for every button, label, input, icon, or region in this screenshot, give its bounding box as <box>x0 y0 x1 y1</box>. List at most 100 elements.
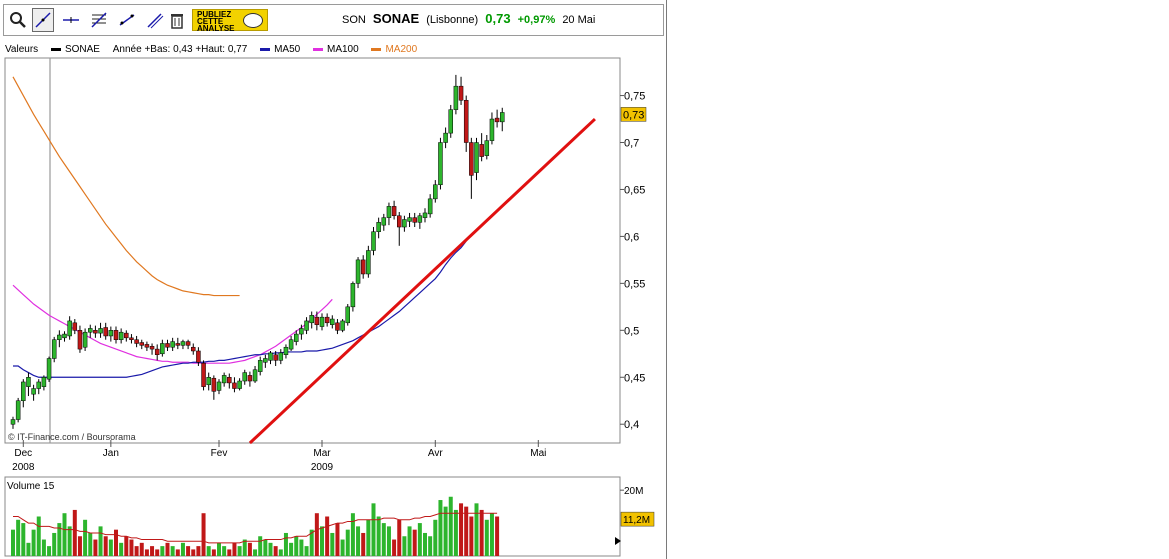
volume-bar <box>83 519 88 556</box>
candle-body <box>417 215 423 223</box>
volume-bar <box>150 546 155 556</box>
volume-bar <box>11 529 15 556</box>
candle-body <box>46 358 52 380</box>
candle-body <box>324 316 330 324</box>
volume-bar <box>103 536 108 556</box>
price-plot-area <box>4 57 621 444</box>
candle-body <box>474 142 479 173</box>
last-price: 0,73 <box>485 11 511 26</box>
volume-bar <box>386 526 391 556</box>
candle-body <box>360 259 366 275</box>
volume-bar <box>206 546 211 556</box>
channel-tool-icon <box>119 14 135 26</box>
candle-body <box>129 337 134 340</box>
volume-bar <box>273 546 278 556</box>
horizontal-line-tool-icon <box>63 17 79 23</box>
publish-analysis-button[interactable]: PUBLIEZ CETTE ANALYSE <box>192 9 268 33</box>
volume-bar <box>88 532 93 556</box>
y-tick-label: 0,4 <box>624 419 639 431</box>
volume-last-label: 11,2M <box>623 515 650 526</box>
legend-item-ma100[interactable]: MA100 <box>312 44 359 55</box>
volume-bar <box>283 532 288 556</box>
volume-bar <box>108 539 113 556</box>
volume-bar <box>77 536 82 556</box>
volume-bar <box>165 542 170 556</box>
volume-bar <box>448 496 453 556</box>
candle-body <box>98 328 103 334</box>
volume-bar <box>340 539 345 556</box>
candle-body <box>185 341 191 346</box>
volume-bar <box>489 513 494 556</box>
y-tick-label: 0,55 <box>624 278 645 290</box>
candle-body <box>237 380 242 389</box>
ma100-line <box>12 284 333 364</box>
fibonacci-tool-button[interactable] <box>88 8 110 32</box>
volume-y-tick-label: 20M <box>624 486 643 497</box>
y-tick-label: 0,45 <box>624 372 645 384</box>
delete-tool-button[interactable] <box>166 8 188 32</box>
candle-body <box>36 381 41 389</box>
candle-body <box>82 331 88 348</box>
candle-body <box>366 250 371 275</box>
volume-bar <box>428 536 433 556</box>
x-tick-label: Fev <box>211 448 228 459</box>
volume-bar <box>289 542 294 556</box>
x-tick-label: Avr <box>428 448 443 459</box>
candle-body <box>103 327 108 337</box>
volume-bar <box>31 529 36 556</box>
volume-title: Volume 15 <box>7 481 55 492</box>
candle-body <box>453 85 459 110</box>
candle-body <box>247 375 253 382</box>
candle-body <box>438 142 443 186</box>
candle-body <box>314 316 320 325</box>
volume-bar <box>335 523 340 556</box>
candle-body <box>304 320 309 331</box>
volume-bar <box>423 532 427 556</box>
trendline-tool-button[interactable] <box>32 8 54 32</box>
x-tick-label: Jan <box>103 448 119 459</box>
stock-name: SONAE <box>372 11 420 26</box>
legend-item-range: Année +Bas: 0,43 +Haut: 0,77 <box>112 44 248 55</box>
chart-canvas: 0,4 0,45 0,5 0,55 0,6 0,65 0,7 0,75 Dec 2008 Jan Fe… <box>4 57 655 557</box>
volume-bar <box>371 503 376 556</box>
candle-body <box>165 343 170 348</box>
trash-icon <box>171 14 183 29</box>
candle-body <box>67 320 72 337</box>
candle-body <box>15 400 21 420</box>
volume-bar <box>294 536 299 556</box>
trendline <box>248 117 596 445</box>
candle-body <box>221 375 227 384</box>
volume-bar <box>299 539 304 556</box>
candle-body <box>232 382 237 389</box>
candle-body <box>489 118 495 141</box>
chart-window: PUBLIEZ CETTE ANALYSE SON SONAE (Lisbonn… <box>3 0 667 559</box>
legend-item-sonae[interactable]: SONAE <box>50 44 100 55</box>
volume-bar <box>217 542 221 556</box>
candle-body <box>427 198 433 215</box>
candle-body <box>93 330 98 334</box>
volume-bar <box>98 526 103 556</box>
parallel-lines-tool-icon <box>147 13 164 29</box>
parallel-lines-tool-button[interactable] <box>144 8 166 32</box>
quote-date: 20 Mai <box>562 14 596 26</box>
channel-tool-button[interactable] <box>116 8 138 32</box>
y-tick-label: 0,6 <box>624 231 639 243</box>
legend-item-ma200[interactable]: MA200 <box>371 44 417 55</box>
candle-body <box>500 112 505 123</box>
candle-body <box>252 369 258 382</box>
candle-body <box>355 259 361 284</box>
volume-bar <box>124 536 129 556</box>
legend-item-ma50[interactable]: MA50 <box>260 44 300 55</box>
horizontal-line-tool-button[interactable] <box>60 8 82 32</box>
candle-body <box>371 231 376 251</box>
zoom-tool-button[interactable] <box>7 8 29 32</box>
volume-bar <box>26 542 31 556</box>
volume-bar <box>469 516 474 556</box>
y-tick-label: 0,7 <box>624 138 639 150</box>
candle-body <box>273 354 278 361</box>
price-change: +0,97% <box>517 14 556 26</box>
candle-body <box>407 217 412 222</box>
volume-bar <box>320 526 324 556</box>
candle-body <box>124 332 129 339</box>
candle-body <box>201 362 206 387</box>
